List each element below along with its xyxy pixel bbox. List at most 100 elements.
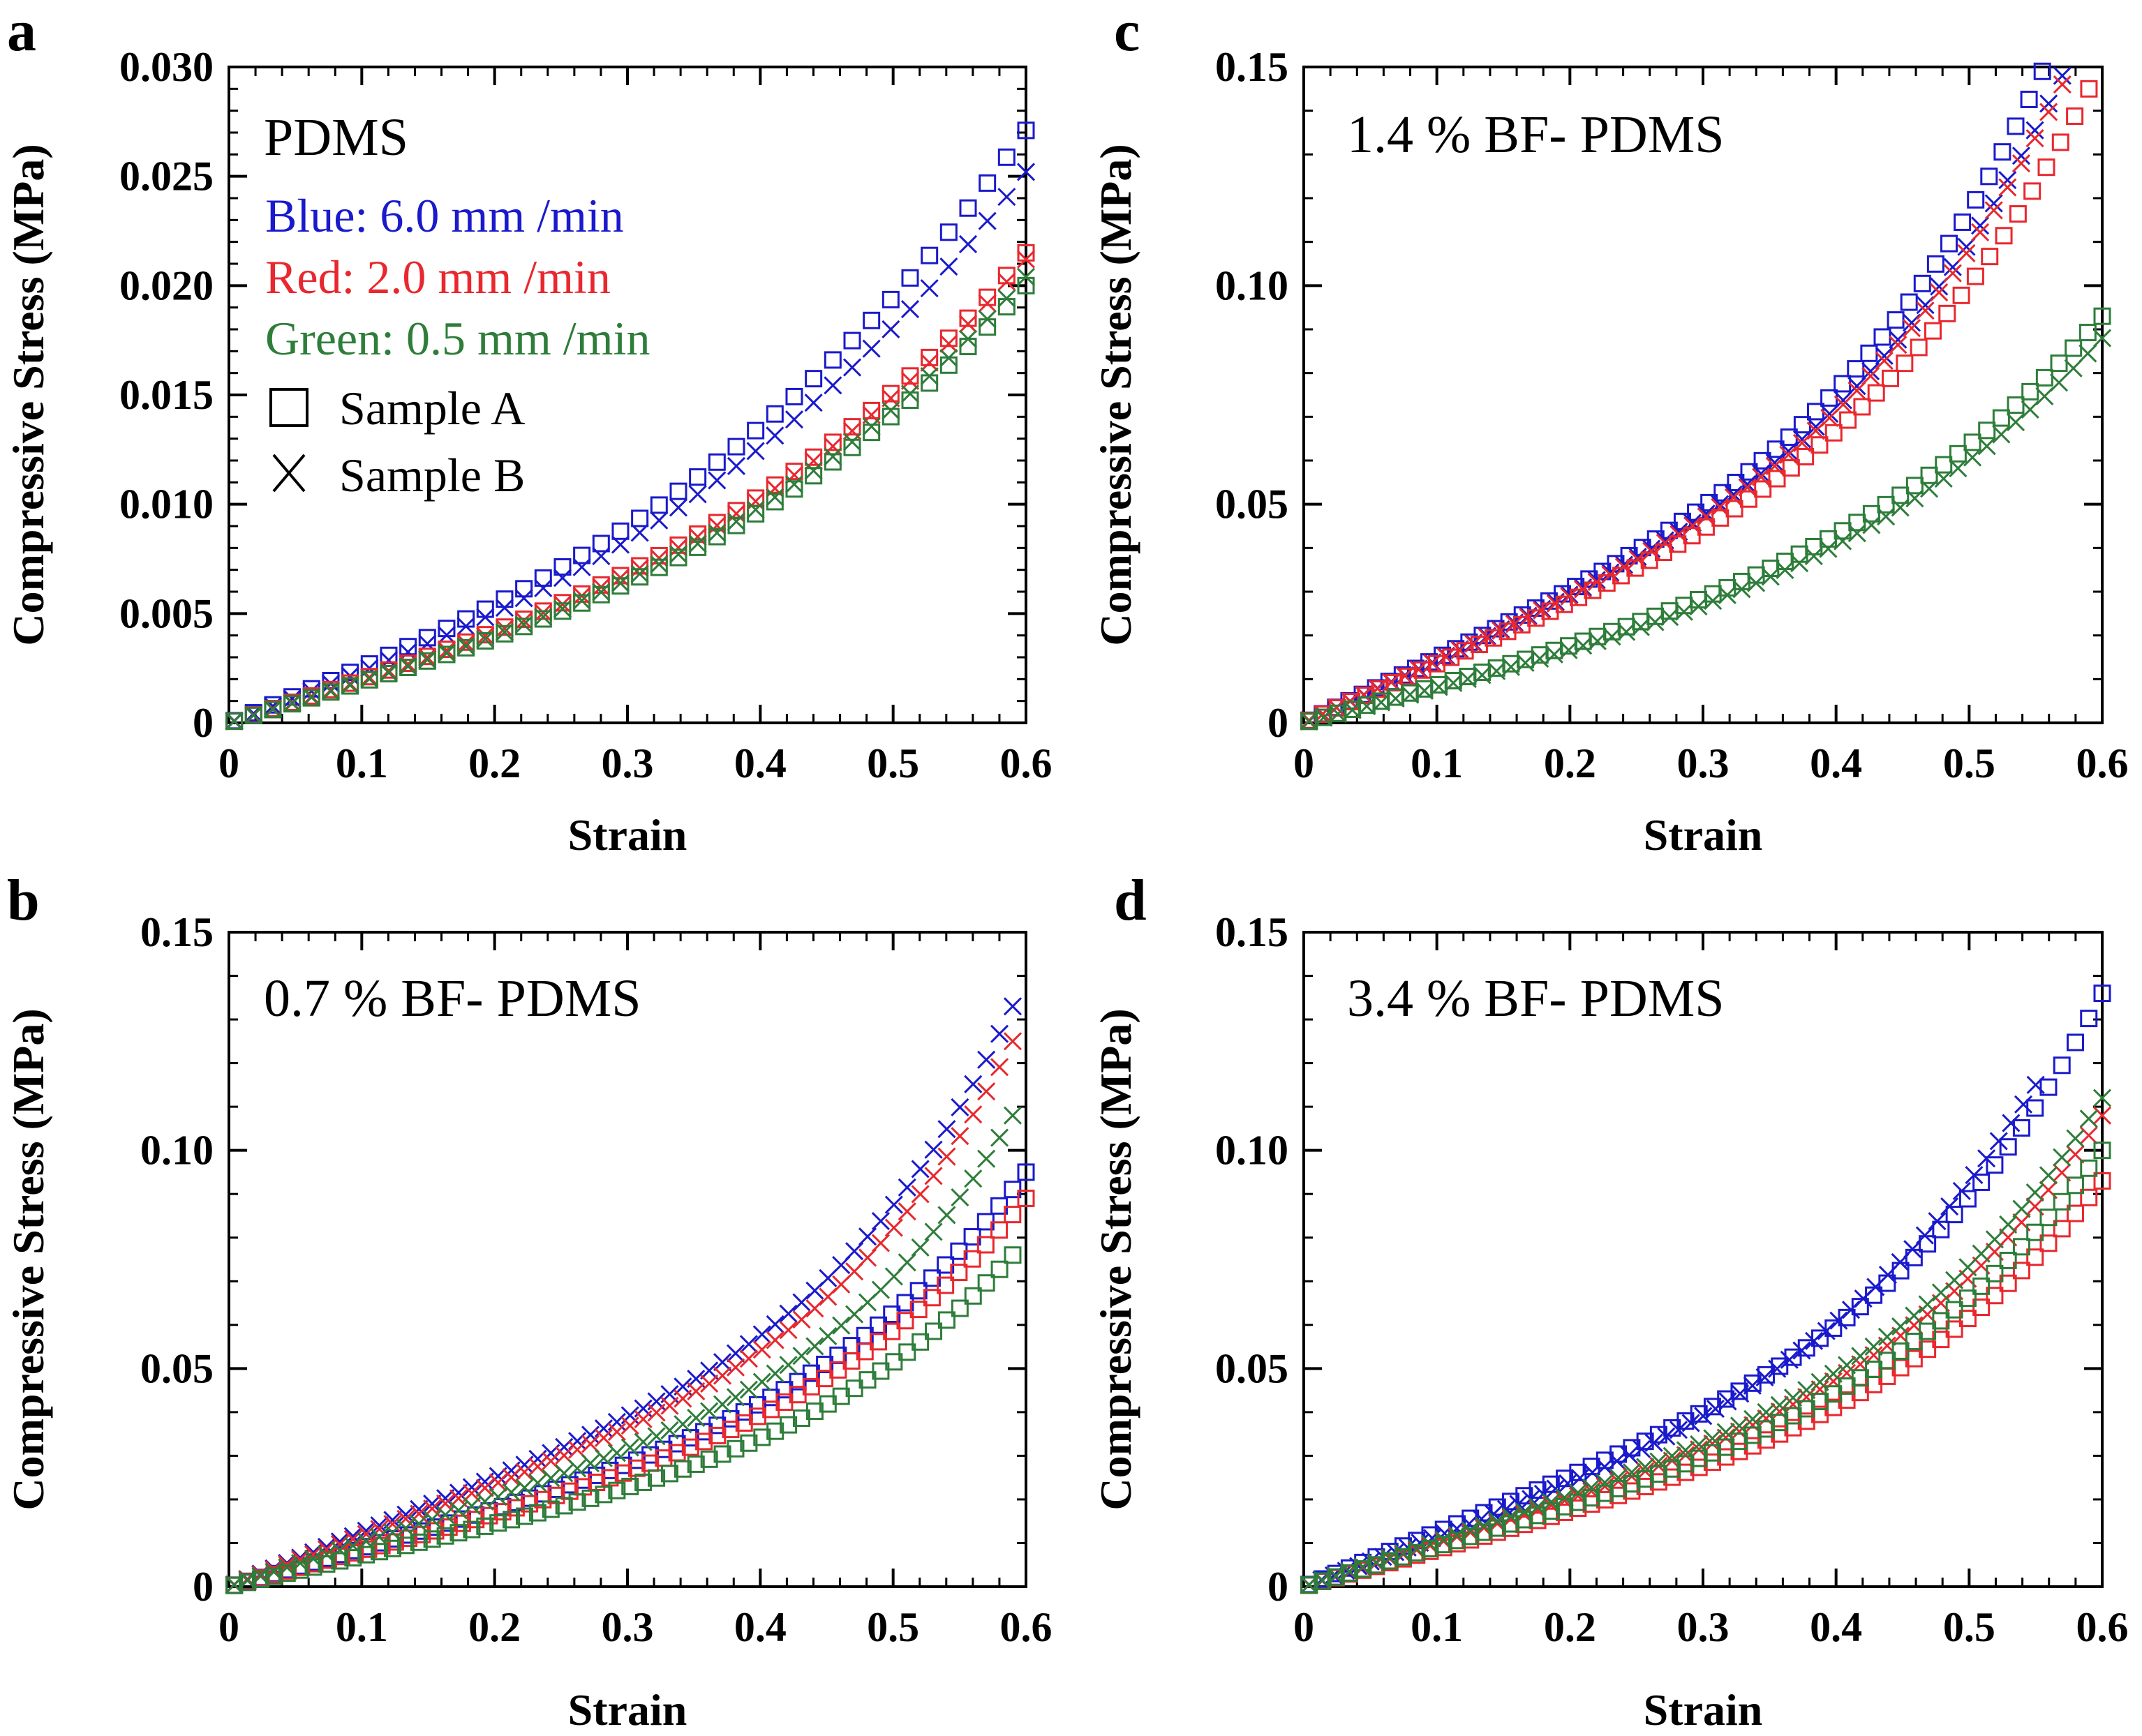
data-point-square bbox=[1473, 664, 1492, 682]
data-point-x bbox=[1971, 216, 1990, 235]
data-point-x bbox=[2053, 1148, 2072, 1167]
data-point-x bbox=[1776, 560, 1794, 580]
data-point-x bbox=[766, 1331, 784, 1349]
y-tick-label: 0.10 bbox=[1215, 1128, 1288, 1174]
data-point-x bbox=[1423, 654, 1442, 673]
series-green-sample-b bbox=[225, 1106, 1022, 1594]
data-point-x bbox=[858, 1227, 877, 1246]
data-point-square bbox=[457, 638, 475, 657]
data-point-x bbox=[1601, 565, 1620, 584]
data-point-x bbox=[1669, 525, 1688, 544]
data-point-square bbox=[2051, 133, 2069, 151]
data-point-square bbox=[503, 1511, 521, 1529]
data-point-x bbox=[958, 315, 978, 334]
data-point-x bbox=[1780, 1350, 1799, 1369]
data-point-square bbox=[396, 1536, 415, 1555]
data-point-x bbox=[687, 1382, 706, 1400]
data-point-x bbox=[594, 1428, 613, 1447]
x-tick-label: 0 bbox=[218, 1604, 239, 1650]
data-point-x bbox=[423, 1510, 442, 1529]
data-point-square bbox=[1757, 1420, 1775, 1438]
data-point-square bbox=[631, 557, 649, 575]
data-point-x bbox=[379, 664, 399, 682]
data-point-x bbox=[278, 1558, 297, 1577]
data-point-x bbox=[2006, 413, 2025, 432]
data-point-square bbox=[1910, 338, 1928, 357]
data-point-x bbox=[410, 1514, 429, 1533]
data-point-x bbox=[687, 1408, 706, 1428]
series-blue-sample-a bbox=[225, 121, 1035, 730]
data-point-x bbox=[1743, 1409, 1762, 1428]
data-point-square bbox=[1444, 672, 1462, 690]
series-red-sample-b bbox=[225, 1032, 1022, 1594]
data-point-x bbox=[1905, 489, 1924, 508]
plot-frame bbox=[1302, 931, 2104, 1588]
data-point-square bbox=[766, 405, 784, 423]
data-point-x bbox=[514, 589, 533, 608]
data-point-square bbox=[689, 538, 707, 556]
data-point-x bbox=[1588, 631, 1607, 650]
panel-letter: a bbox=[7, 0, 36, 63]
data-point-x bbox=[779, 1304, 798, 1323]
data-point-square bbox=[1972, 1299, 1991, 1317]
data-point-x bbox=[1461, 1521, 1480, 1540]
data-point-x bbox=[739, 1349, 758, 1368]
data-point-square bbox=[528, 1504, 546, 1522]
data-point-x bbox=[898, 1202, 916, 1221]
data-point-x bbox=[1847, 524, 1866, 543]
data-point-x bbox=[1711, 497, 1730, 516]
data-point-square bbox=[423, 1530, 441, 1548]
data-point-square bbox=[1935, 456, 1953, 474]
data-point-square bbox=[251, 1570, 269, 1588]
data-point-x bbox=[1824, 1364, 1843, 1383]
data-point-x bbox=[489, 1488, 507, 1506]
data-point-square bbox=[1690, 1449, 1708, 1467]
data-point-x bbox=[2012, 1199, 2031, 1218]
data-point-square bbox=[399, 638, 417, 656]
data-point-square bbox=[534, 569, 552, 587]
data-point-x bbox=[1505, 615, 1524, 634]
data-point-x bbox=[1407, 1539, 1426, 1558]
legend: Blue: 6.0 mm /min Red: 2.0 mm /min Green: … bbox=[265, 189, 650, 502]
data-point-square bbox=[627, 1459, 646, 1477]
data-point-x bbox=[784, 410, 804, 429]
x-tick-label: 0 bbox=[1293, 1604, 1314, 1650]
data-point-x bbox=[1488, 1512, 1507, 1531]
data-point-x bbox=[1636, 1458, 1655, 1476]
data-point-x bbox=[977, 1082, 996, 1101]
data-point-x bbox=[1752, 467, 1771, 486]
data-point-x bbox=[1694, 1407, 1713, 1426]
data-point-x bbox=[502, 1468, 521, 1487]
data-point-square bbox=[669, 548, 687, 567]
data-point-x bbox=[752, 1340, 771, 1359]
data-point-x bbox=[1889, 330, 1907, 349]
data-point-x bbox=[804, 451, 823, 470]
data-point-square bbox=[939, 329, 958, 347]
data-point-square bbox=[1732, 572, 1750, 590]
data-point-square bbox=[1891, 1342, 1910, 1360]
data-point-square bbox=[2050, 354, 2068, 373]
data-point-x bbox=[2049, 373, 2069, 392]
data-point-x bbox=[1779, 445, 1798, 464]
data-point-square bbox=[1421, 1539, 1439, 1557]
data-point-square bbox=[1462, 1527, 1480, 1546]
data-point-x bbox=[2092, 1088, 2112, 1107]
data-point-square bbox=[939, 356, 958, 374]
plot-frame bbox=[228, 931, 1027, 1588]
data-point-square bbox=[264, 701, 282, 719]
data-point-x bbox=[396, 1518, 415, 1538]
data-point-x bbox=[410, 1499, 429, 1518]
series-green-sample-b bbox=[225, 267, 1036, 731]
data-point-square bbox=[1704, 585, 1722, 603]
data-point-x bbox=[1704, 591, 1723, 611]
data-point-x bbox=[1877, 1327, 1896, 1346]
series-green-sample-a bbox=[225, 1246, 1022, 1594]
data-point-x bbox=[456, 617, 475, 636]
data-point-square bbox=[1986, 1287, 2004, 1305]
data-point-x bbox=[1690, 1435, 1709, 1454]
data-point-square bbox=[650, 496, 668, 514]
data-point-square bbox=[611, 577, 630, 595]
y-tick-label: 0.15 bbox=[1215, 909, 1288, 955]
data-point-x bbox=[620, 1416, 639, 1435]
data-point-x bbox=[792, 1310, 811, 1329]
